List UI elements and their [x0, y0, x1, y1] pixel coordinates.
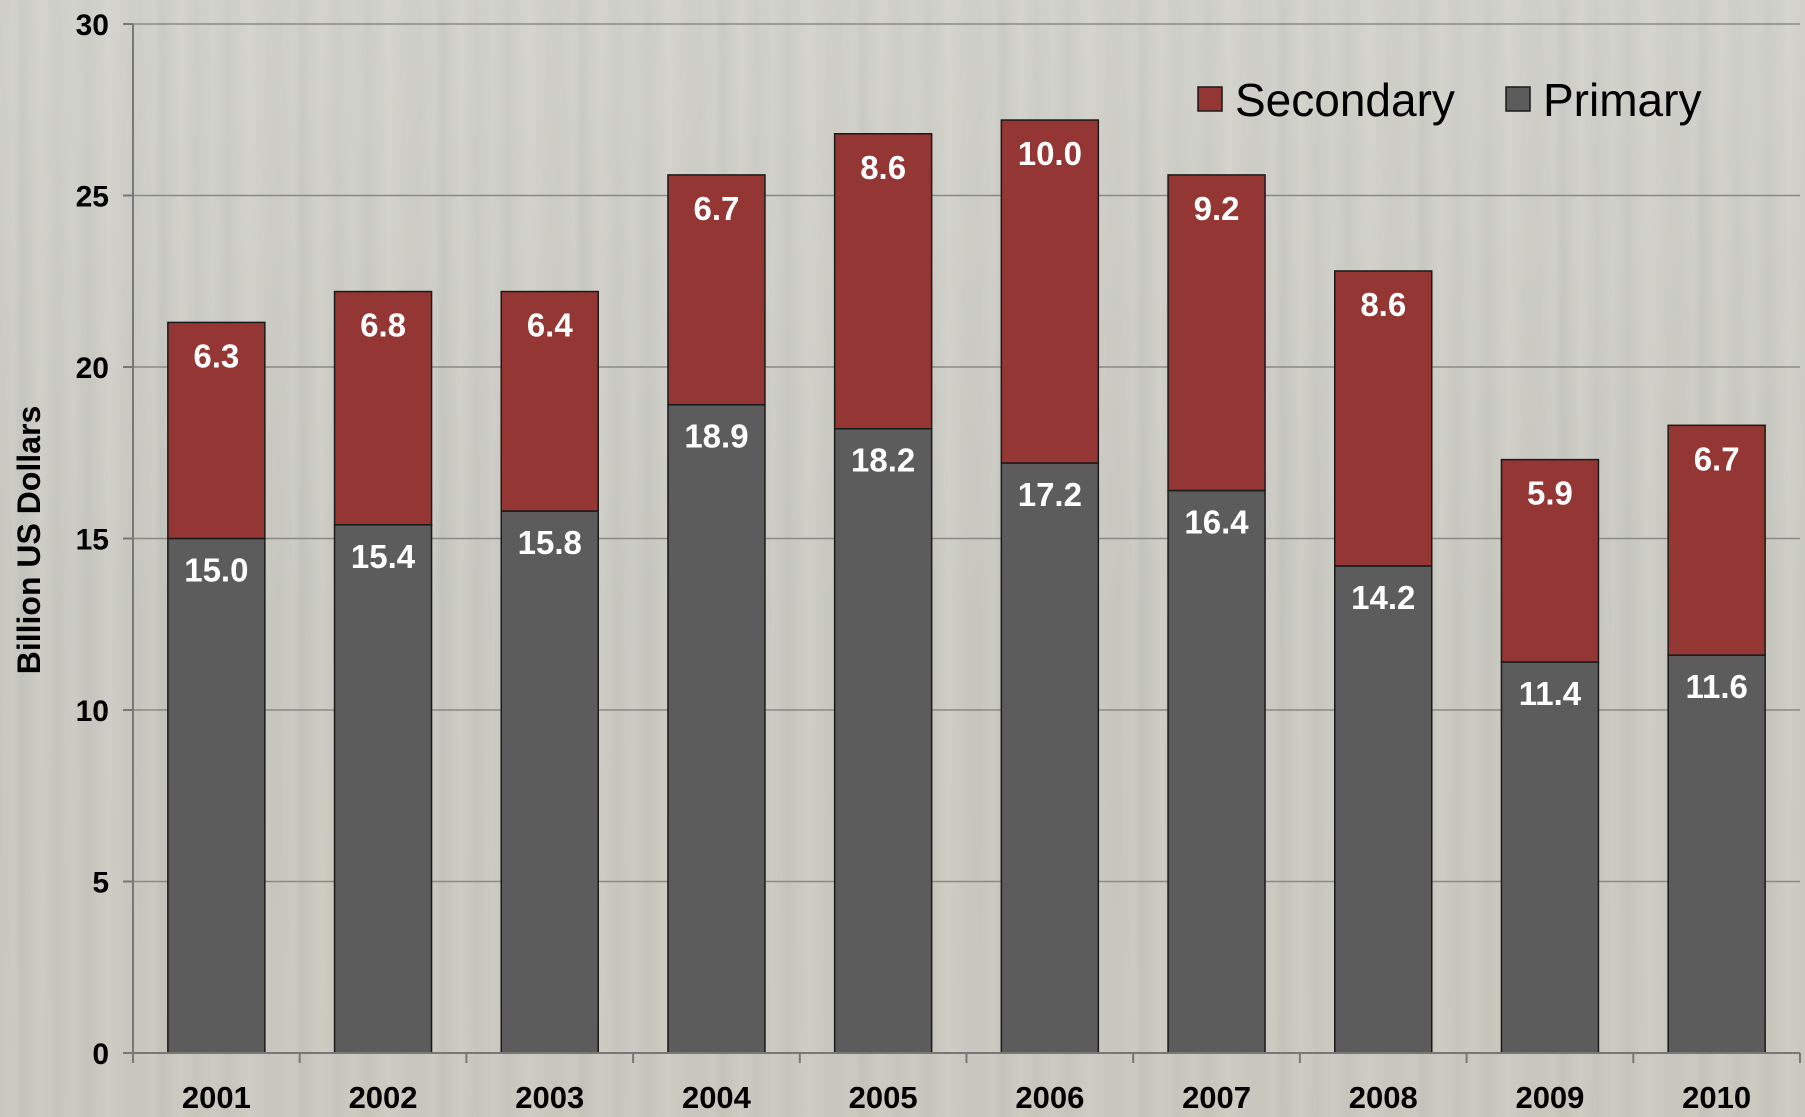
data-label-primary: 11.6: [1685, 668, 1747, 705]
data-label-secondary: 6.8: [360, 307, 406, 344]
bar-secondary: [1500, 458, 1600, 663]
data-label-primary: 15.8: [518, 524, 582, 561]
bar-primary: [1000, 462, 1100, 1054]
data-label-primary: 18.9: [684, 418, 748, 455]
y-tick-label: 5: [92, 867, 109, 900]
data-label-secondary: 6.4: [527, 307, 574, 344]
bar-secondary: [667, 174, 766, 406]
bar-secondary: [1667, 424, 1766, 656]
bar-secondary: [167, 321, 266, 540]
y-axis-label: Billion US Dollars: [11, 406, 47, 674]
x-tick-labels: 2001 2002 2003 2004 2005 2006 2007 2008 2009 2010: [182, 1080, 1751, 1115]
x-tick-label: 2005: [849, 1080, 918, 1115]
axes: [123, 23, 1801, 1063]
bar-primary: [333, 524, 433, 1054]
bar-secondary: [1167, 174, 1266, 492]
y-tick-label: 20: [76, 352, 109, 385]
data-label-primary: 15.0: [184, 552, 248, 589]
legend-swatch-primary: [1505, 86, 1531, 112]
data-label-secondary: 8.6: [1360, 286, 1406, 323]
x-tick-label: 2003: [515, 1080, 584, 1115]
data-label-secondary: 9.2: [1194, 190, 1240, 227]
legend-label-primary: Primary: [1543, 74, 1701, 126]
x-tick-label: 2010: [1682, 1080, 1751, 1115]
bar-primary: [500, 510, 599, 1054]
data-label-primary: 16.4: [1184, 503, 1249, 540]
bar-secondary: [833, 133, 933, 430]
data-label-primary: 14.2: [1351, 579, 1415, 616]
bar-primary: [1500, 661, 1600, 1054]
x-tick-label: 2007: [1182, 1080, 1251, 1115]
bar-primary: [1334, 565, 1433, 1054]
x-tick-label: 2004: [682, 1080, 752, 1115]
x-tick-label: 2006: [1015, 1080, 1084, 1115]
data-label-secondary: 6.3: [193, 337, 239, 374]
data-label-secondary: 8.6: [860, 149, 906, 186]
bar-primary: [167, 537, 266, 1054]
x-tick-label: 2001: [182, 1080, 251, 1115]
y-tick-label: 30: [76, 9, 109, 42]
bar-primary: [1667, 654, 1766, 1054]
bar-primary: [833, 427, 933, 1054]
data-label-primary: 11.4: [1519, 675, 1582, 712]
x-tick-label: 2009: [1515, 1080, 1584, 1115]
data-label-primary: 15.4: [351, 538, 416, 575]
bar-secondary: [500, 290, 599, 512]
bar-primary: [1167, 489, 1266, 1054]
legend-swatch-secondary: [1197, 86, 1223, 112]
legend-label-secondary: Secondary: [1235, 74, 1455, 126]
data-label-primary: 17.2: [1018, 476, 1082, 513]
y-tick-label: 25: [76, 181, 109, 214]
data-label-secondary: 6.7: [694, 190, 740, 227]
bar-secondary: [333, 290, 433, 526]
y-tick-labels: 0 5 10 15 20 25 30: [76, 9, 109, 1071]
y-tick-label: 15: [76, 524, 109, 557]
bar-secondary: [1334, 270, 1433, 567]
data-label-primary: 18.2: [851, 442, 915, 479]
bar-secondary: [1000, 119, 1100, 464]
data-label-secondary: 10.0: [1018, 135, 1082, 172]
x-tick-label: 2008: [1349, 1080, 1418, 1115]
bars: [167, 119, 1766, 1054]
bar-primary: [667, 403, 766, 1054]
data-label-secondary: 5.9: [1527, 475, 1573, 512]
x-tick-label: 2002: [349, 1080, 418, 1115]
data-labels: 15.0 6.3 15.4 6.8 15.8 6.4 18.9 6.7 18.2 8.6 17.2 1…: [184, 135, 1748, 712]
y-tick-label: 0: [92, 1038, 109, 1071]
legend: Secondary Primary: [1197, 74, 1701, 126]
data-label-secondary: 6.7: [1694, 440, 1740, 477]
y-tick-label: 10: [76, 695, 109, 728]
